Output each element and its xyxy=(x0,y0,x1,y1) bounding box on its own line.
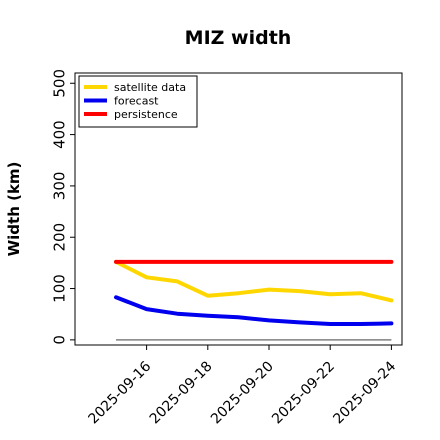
y-tick-label: 200 xyxy=(51,223,69,252)
plot-frame xyxy=(74,72,403,346)
legend-label: persistence xyxy=(114,108,178,121)
series-line-forecast xyxy=(114,295,394,326)
x-tick-label: 2025-09-24 xyxy=(330,358,399,427)
y-tick-label: 300 xyxy=(51,172,69,201)
y-tick-label: 0 xyxy=(51,335,69,345)
y-axis-label: Width (km) xyxy=(5,162,23,257)
y-tick-label: 100 xyxy=(51,274,69,303)
series-layer xyxy=(114,259,394,326)
y-tick-label: 500 xyxy=(51,69,69,98)
x-axis: 2025-09-162025-09-182025-09-202025-09-22… xyxy=(86,345,399,428)
series-line-satellite-data xyxy=(114,259,394,303)
x-tick-label: 2025-09-18 xyxy=(147,359,216,428)
y-tick-label: 400 xyxy=(51,120,69,149)
chart-title: MIZ width xyxy=(185,27,292,49)
x-tick-label: 2025-09-22 xyxy=(269,359,338,428)
y-axis: 0 100 200 300 400 500 xyxy=(51,69,75,345)
x-tick-label: 2025-09-16 xyxy=(86,358,155,427)
legend-label: forecast xyxy=(114,95,159,108)
legend-label: satellite data xyxy=(114,81,186,94)
x-tick-label: 2025-09-20 xyxy=(208,359,277,428)
